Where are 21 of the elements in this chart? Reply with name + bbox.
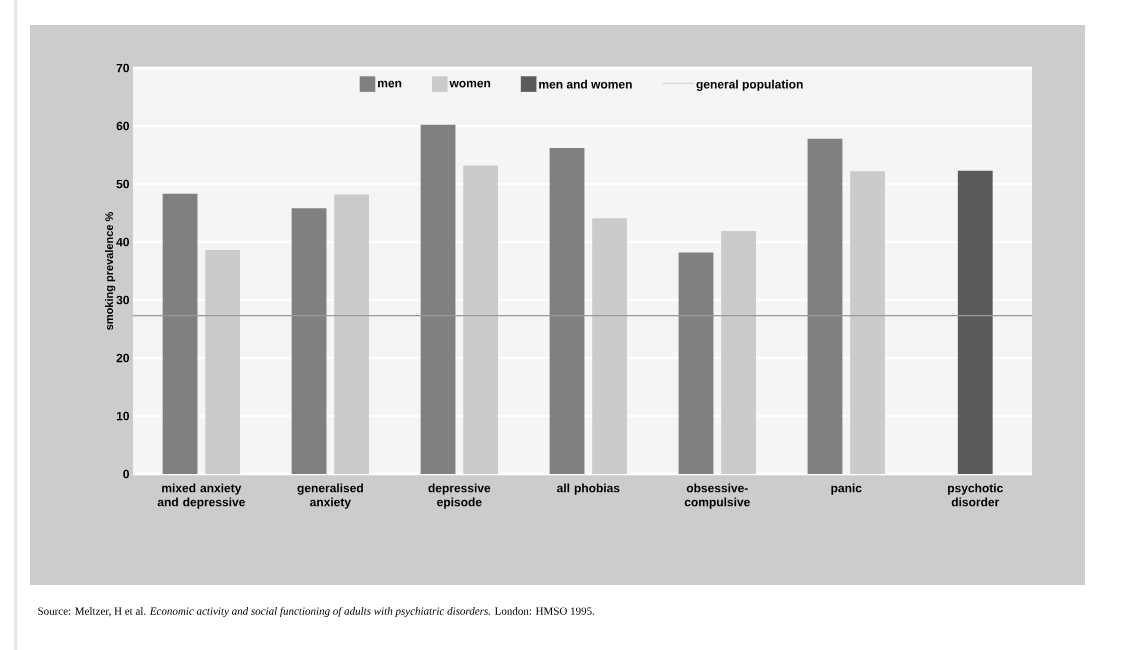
y-tick-label: 50 (116, 179, 129, 189)
x-tick-label: depressive episode (428, 483, 491, 509)
x-tick-label: generalised anxiety (297, 483, 363, 509)
x-tick-label: panic (831, 483, 862, 495)
x-tick-label: psychotic disorder (948, 483, 1003, 507)
y-tick-label: 30 (116, 295, 129, 305)
source-note: Source: Meltzer, H et al. Economic activity and social functioning of adults with psychiatric disorders. London: HMSO 1995. (38, 606, 595, 618)
y-tick-label: 60 (116, 121, 129, 131)
legend-label: men (378, 80, 402, 88)
x-tick-label: all phobias (557, 483, 620, 495)
x-tick-label: mixed anxiety and depressive (157, 483, 245, 509)
legend-label: men and women (539, 79, 632, 89)
y-axis-title: smoking prevalence % (104, 212, 116, 330)
y-tick-label: 40 (116, 237, 129, 247)
y-tick-label: 10 (116, 411, 129, 421)
legend-label: general population (696, 79, 803, 91)
y-tick-label: 70 (116, 63, 129, 73)
y-tick-label: 20 (116, 353, 129, 363)
legend-label: women (449, 80, 491, 88)
y-tick-label: 0 (123, 469, 129, 479)
x-tick-label: obsessive-compulsive (684, 483, 750, 509)
